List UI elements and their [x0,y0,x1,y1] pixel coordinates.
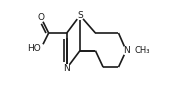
Text: HO: HO [27,44,41,53]
Text: S: S [77,11,83,20]
Text: O: O [37,13,44,22]
Text: CH₃: CH₃ [135,46,151,55]
Text: N: N [63,64,70,73]
Text: N: N [123,46,130,55]
